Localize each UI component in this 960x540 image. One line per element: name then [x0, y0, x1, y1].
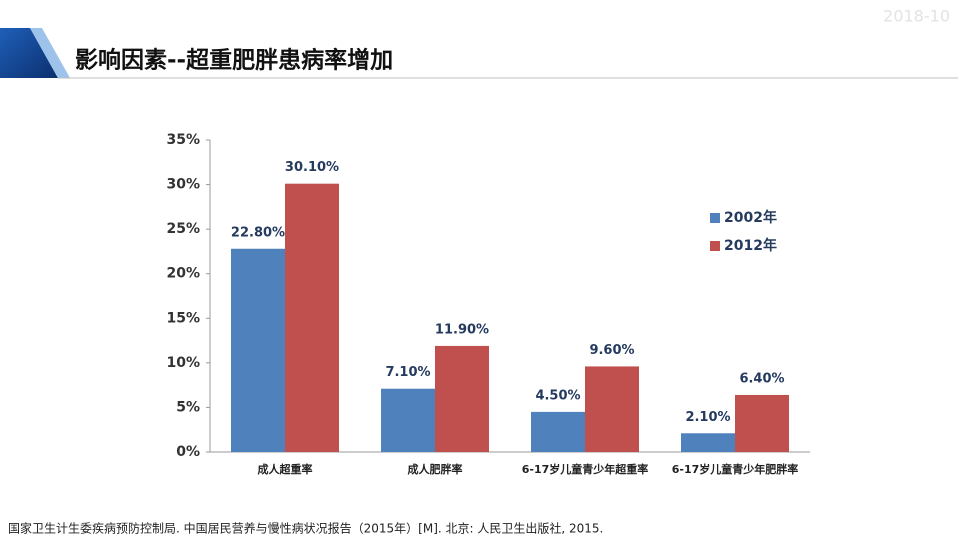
y-tick-label: 15% — [166, 310, 200, 326]
y-tick-label: 25% — [166, 221, 200, 237]
footnote: 国家卫生计生委疾病预防控制局. 中国居民营养与慢性病状况报告（2015年）[M]… — [8, 521, 603, 536]
slide-title: 影响因素--超重肥胖患病率增加 — [75, 47, 393, 74]
value-label: 11.90% — [435, 322, 489, 337]
bar — [585, 366, 639, 452]
value-label: 7.10% — [385, 365, 430, 380]
value-label: 6.40% — [739, 371, 784, 386]
y-tick-label: 5% — [176, 399, 200, 415]
bar — [231, 248, 285, 452]
x-tick-label: 成人超重率 — [258, 462, 313, 476]
value-label: 30.10% — [285, 160, 339, 175]
y-tick-label: 35% — [166, 132, 200, 148]
bar — [435, 345, 489, 452]
bar — [735, 394, 789, 452]
bar — [531, 411, 585, 452]
x-tick-label: 6-17岁儿童青少年肥胖率 — [672, 462, 799, 476]
value-label: 2.10% — [685, 410, 730, 425]
x-tick-label: 6-17岁儿童青少年超重率 — [522, 462, 649, 476]
bar — [681, 433, 735, 452]
header-accent — [30, 28, 70, 78]
value-label: 22.80% — [231, 225, 285, 240]
legend-swatch — [710, 213, 720, 223]
date: 2018-10 — [883, 7, 950, 26]
legend-label: 2012年 — [724, 237, 777, 254]
value-label: 9.60% — [589, 343, 634, 358]
y-tick-label: 20% — [166, 266, 200, 282]
legend-label: 2002年 — [724, 209, 777, 226]
x-tick-label: 成人肥胖率 — [408, 462, 463, 476]
y-tick-label: 30% — [166, 177, 200, 193]
y-tick-label: 0% — [176, 444, 200, 460]
legend-swatch — [710, 241, 720, 251]
bar — [381, 388, 435, 452]
bar — [285, 183, 339, 452]
header-shape — [0, 28, 58, 78]
y-tick-label: 10% — [166, 355, 200, 371]
value-label: 4.50% — [535, 388, 580, 403]
